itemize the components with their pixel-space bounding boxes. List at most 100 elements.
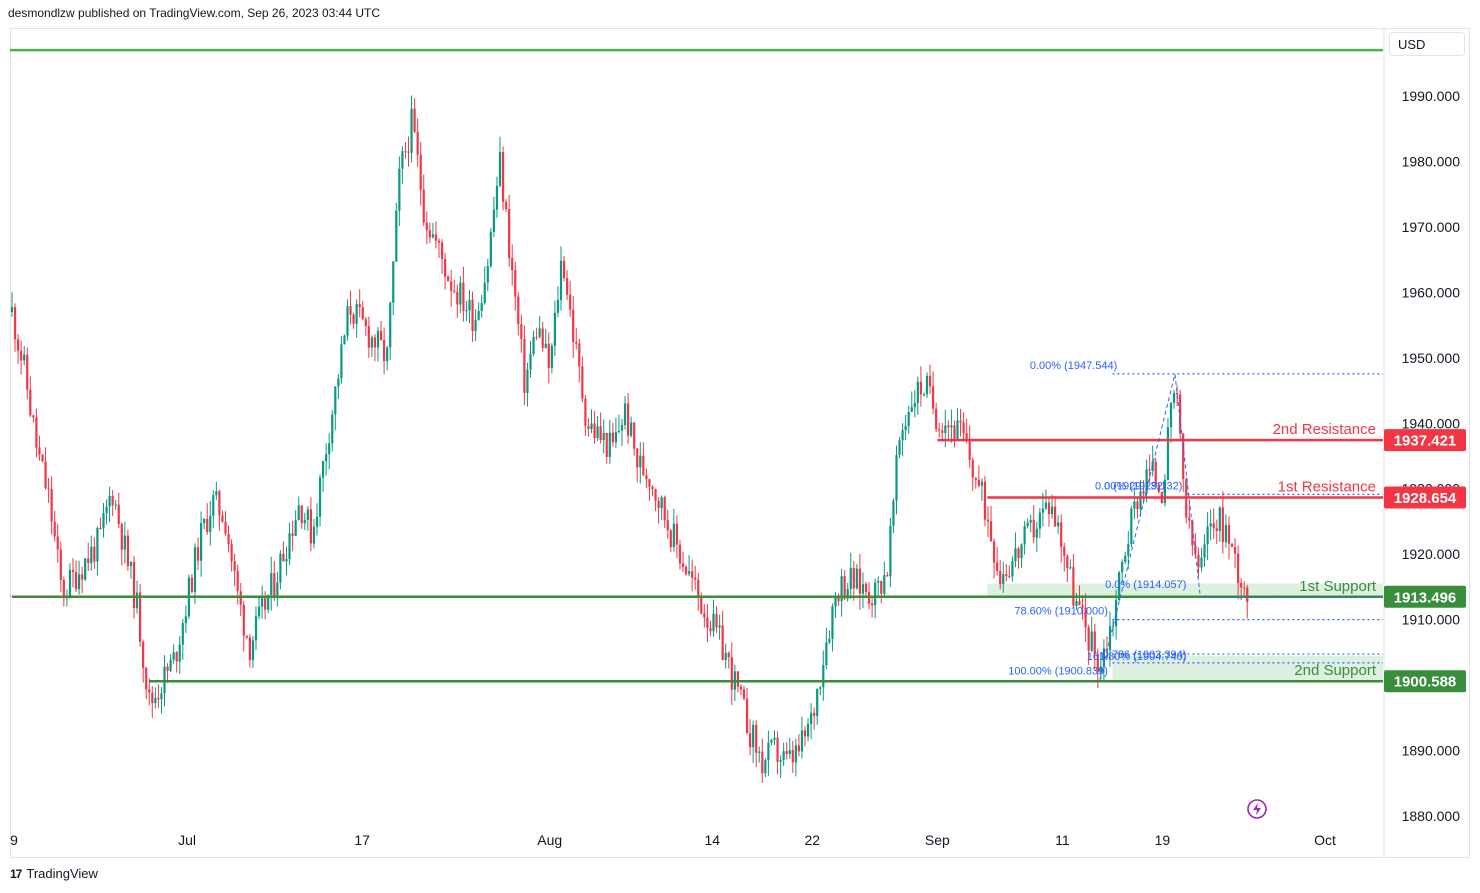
candle bbox=[242, 604, 245, 636]
candle bbox=[511, 258, 514, 271]
candle bbox=[498, 152, 502, 186]
candle bbox=[874, 582, 877, 606]
candle bbox=[852, 567, 855, 589]
candle bbox=[1200, 557, 1203, 568]
candle bbox=[1221, 507, 1224, 543]
candle bbox=[788, 750, 791, 755]
candle bbox=[694, 577, 697, 580]
candle bbox=[1002, 574, 1005, 584]
candle bbox=[691, 571, 694, 578]
candle bbox=[1206, 526, 1209, 545]
candle bbox=[761, 751, 764, 774]
candle bbox=[773, 737, 776, 740]
candle bbox=[709, 627, 712, 632]
candle bbox=[1054, 506, 1057, 527]
candle bbox=[883, 575, 886, 594]
candle bbox=[1179, 394, 1182, 434]
fib-label: 0.0% (1914.057) bbox=[1105, 579, 1186, 591]
candle bbox=[160, 693, 163, 700]
candle bbox=[1008, 576, 1011, 578]
candle bbox=[1115, 600, 1118, 627]
candle bbox=[1118, 572, 1121, 601]
candle bbox=[227, 533, 230, 545]
candle bbox=[20, 350, 23, 361]
candle bbox=[550, 345, 553, 368]
candle bbox=[1172, 392, 1176, 403]
lightning-icon[interactable] bbox=[1247, 799, 1267, 819]
price-tag-value: 1900.588 bbox=[1394, 674, 1457, 691]
candle bbox=[26, 354, 29, 390]
candle bbox=[129, 562, 133, 567]
candle bbox=[120, 523, 123, 550]
candle bbox=[657, 500, 660, 509]
candle bbox=[84, 558, 87, 580]
candle bbox=[1060, 522, 1063, 547]
candle bbox=[200, 523, 203, 561]
candle bbox=[151, 692, 154, 704]
candle bbox=[968, 440, 971, 460]
candle bbox=[1233, 546, 1237, 554]
candle bbox=[74, 572, 78, 590]
candle bbox=[1011, 561, 1014, 577]
candle bbox=[239, 591, 242, 605]
candle bbox=[599, 426, 602, 441]
candle bbox=[169, 659, 172, 671]
candle bbox=[831, 606, 834, 639]
candle bbox=[941, 430, 944, 433]
price-tags-layer: 1937.421 1928.654 1913.496 1900.588 bbox=[1384, 429, 1466, 693]
candle bbox=[407, 151, 410, 153]
candle bbox=[337, 378, 340, 387]
candle bbox=[880, 580, 883, 594]
price-tag: 1928.654 bbox=[1384, 486, 1466, 509]
candle bbox=[861, 584, 865, 594]
candle bbox=[17, 339, 20, 351]
candle bbox=[819, 687, 822, 689]
candle bbox=[389, 302, 392, 348]
candle bbox=[1020, 544, 1023, 559]
candle bbox=[627, 403, 630, 436]
currency-selector[interactable]: USD bbox=[1389, 32, 1465, 56]
candle bbox=[877, 580, 880, 583]
candle bbox=[569, 294, 572, 310]
candle bbox=[1063, 546, 1066, 556]
candle bbox=[163, 666, 166, 694]
candle bbox=[361, 307, 364, 320]
candle bbox=[675, 523, 678, 545]
tradingview-logo-icon: 17 bbox=[10, 866, 22, 881]
candle bbox=[71, 569, 75, 573]
candle bbox=[102, 512, 105, 529]
level-label: 2nd Support bbox=[1294, 662, 1377, 679]
price-tag-value: 1913.496 bbox=[1394, 589, 1457, 606]
candle bbox=[35, 417, 38, 448]
candle bbox=[279, 553, 282, 583]
candle bbox=[971, 459, 974, 478]
candle bbox=[13, 307, 17, 340]
candle bbox=[215, 491, 218, 496]
price-tag-bg bbox=[1384, 670, 1466, 693]
candle bbox=[608, 432, 611, 457]
candle bbox=[855, 568, 858, 589]
candle bbox=[745, 698, 749, 734]
candle bbox=[370, 337, 373, 348]
publisher-line: desmondlzw published on TradingView.com,… bbox=[8, 6, 381, 20]
candle bbox=[517, 296, 520, 325]
candle bbox=[916, 381, 919, 403]
y-tick-label: 1980.000 bbox=[1402, 153, 1461, 169]
candle bbox=[718, 625, 721, 628]
fib-label: 78.60% (1910.000) bbox=[1014, 606, 1108, 618]
candle bbox=[587, 425, 590, 429]
candle bbox=[590, 423, 593, 429]
candle bbox=[794, 745, 797, 763]
candle bbox=[935, 408, 938, 430]
candle bbox=[614, 431, 617, 443]
candle bbox=[1154, 461, 1157, 485]
candle bbox=[318, 477, 322, 517]
candle bbox=[78, 574, 81, 590]
candle bbox=[758, 751, 761, 753]
candle bbox=[602, 432, 605, 441]
candle bbox=[562, 260, 566, 279]
candle bbox=[1038, 512, 1041, 529]
fib-label: 161.80% (1904.740) bbox=[1087, 651, 1187, 663]
x-tick-label: 22 bbox=[805, 832, 821, 848]
